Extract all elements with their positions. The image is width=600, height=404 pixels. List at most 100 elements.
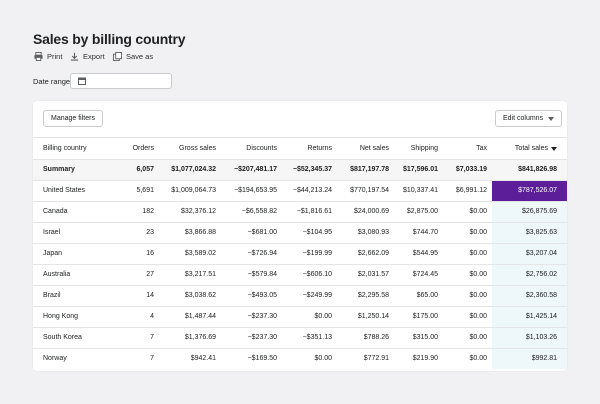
column-header: Shipping [410,145,438,152]
country-cell: South Korea [43,334,82,341]
country-cell: Israel [43,229,61,236]
value-cell: $0.00 [469,229,487,236]
value-cell: $1,250.14 [357,313,389,320]
column-header: Gross sales [179,145,216,152]
value-cell: $1,487.44 [184,313,216,320]
country-cell: Australia [43,271,71,278]
divider [33,137,567,138]
column-header: Total sales [514,145,548,152]
value-cell: 7 [150,355,154,362]
country-cell: Japan [43,250,63,257]
column-header: Net sales [359,145,389,152]
value-cell: $175.00 [412,313,438,320]
value-cell: −$606.10 [302,271,332,278]
action-label: Print [47,52,63,61]
value-cell: $787,526.07 [518,187,557,194]
value-cell: $1,376.69 [184,334,216,341]
summary-row-bg [33,159,567,180]
value-cell: $2,875.00 [406,208,438,215]
summary-cell: −$52,345.37 [292,166,332,173]
button-label: Edit columns [503,115,544,122]
value-cell: 16 [146,250,154,257]
value-cell: $10,337.41 [402,187,438,194]
summary-cell: $1,077,024.32 [171,166,216,173]
value-cell: −$104.95 [302,229,332,236]
value-cell: −$249.99 [302,292,332,299]
value-cell: $0.00 [314,355,332,362]
value-cell: $0.00 [469,334,487,341]
value-cell: $3,589.02 [184,250,216,257]
column-header: Billing country [43,145,87,152]
value-cell: $724.45 [412,271,438,278]
export-icon [70,52,79,61]
value-cell: −$237.30 [247,313,277,320]
country-cell: Hong Kong [43,313,79,320]
value-cell: 7 [150,334,154,341]
value-cell: $24,000.69 [353,208,389,215]
save-as-action[interactable]: Save as [113,52,153,61]
value-cell: −$199.99 [302,250,332,257]
save-icon [113,52,122,61]
row-divider [33,222,567,223]
dropdown-icon [548,116,555,121]
value-cell: −$726.94 [247,250,277,257]
row-divider [33,327,567,328]
value-cell: $2,031.57 [357,271,389,278]
sort-icon [551,147,557,151]
value-cell: −$493.05 [247,292,277,299]
export-action[interactable]: Export [70,52,105,61]
value-cell: $770,197.54 [350,187,389,194]
edit-columns-button[interactable]: Edit columns [495,110,563,127]
value-cell: 27 [146,271,154,278]
value-cell: $0.00 [314,313,332,320]
row-divider [33,201,567,202]
value-cell: $2,360.58 [525,292,557,299]
print-action[interactable]: Print [34,52,62,61]
value-cell: $1,103.26 [525,334,557,341]
country-cell: United States [43,187,86,194]
value-cell: 4 [150,313,154,320]
value-cell: −$681.00 [247,229,277,236]
value-cell: 14 [146,292,154,299]
value-cell: $3,207.04 [525,250,557,257]
value-cell: $2,662.09 [357,250,389,257]
page-title: Sales by billing country [33,31,186,47]
value-cell: 182 [142,208,154,215]
highlight-cell-bg [492,180,567,201]
value-cell: $1,425.14 [525,313,557,320]
value-cell: $772.91 [363,355,389,362]
value-cell: $0.00 [469,292,487,299]
date-range-label: Date range [33,77,71,86]
value-cell: $2,756.02 [525,271,557,278]
value-cell: $0.00 [469,208,487,215]
calendar-icon [78,77,86,85]
row-divider [33,264,567,265]
value-cell: −$1,816.61 [296,208,332,215]
value-cell: $3,038.62 [184,292,216,299]
row-divider [33,243,567,244]
manage-filters-button[interactable]: Manage filters [43,110,103,127]
value-cell: −$237.30 [247,334,277,341]
row-divider [33,306,567,307]
summary-cell: −$207,481.17 [233,166,277,173]
summary-cell: Summary [43,166,75,173]
summary-cell: $17,596.01 [402,166,438,173]
date-range-input[interactable] [70,73,172,89]
value-cell: $0.00 [469,250,487,257]
column-header: Returns [307,145,332,152]
value-cell: $32,376.12 [180,208,216,215]
country-cell: Brazil [43,292,61,299]
value-cell: $2,295.58 [357,292,389,299]
value-cell: 23 [146,229,154,236]
value-cell: $788.26 [363,334,389,341]
country-cell: Norway [43,355,67,362]
row-divider [33,285,567,286]
country-cell: Canada [43,208,68,215]
summary-cell: $841,826.98 [518,166,557,173]
value-cell: $65.00 [416,292,438,299]
summary-cell: $817,197.78 [350,166,389,173]
value-cell: $0.00 [469,355,487,362]
value-cell: $3,217.51 [184,271,216,278]
column-header: Discounts [246,145,277,152]
